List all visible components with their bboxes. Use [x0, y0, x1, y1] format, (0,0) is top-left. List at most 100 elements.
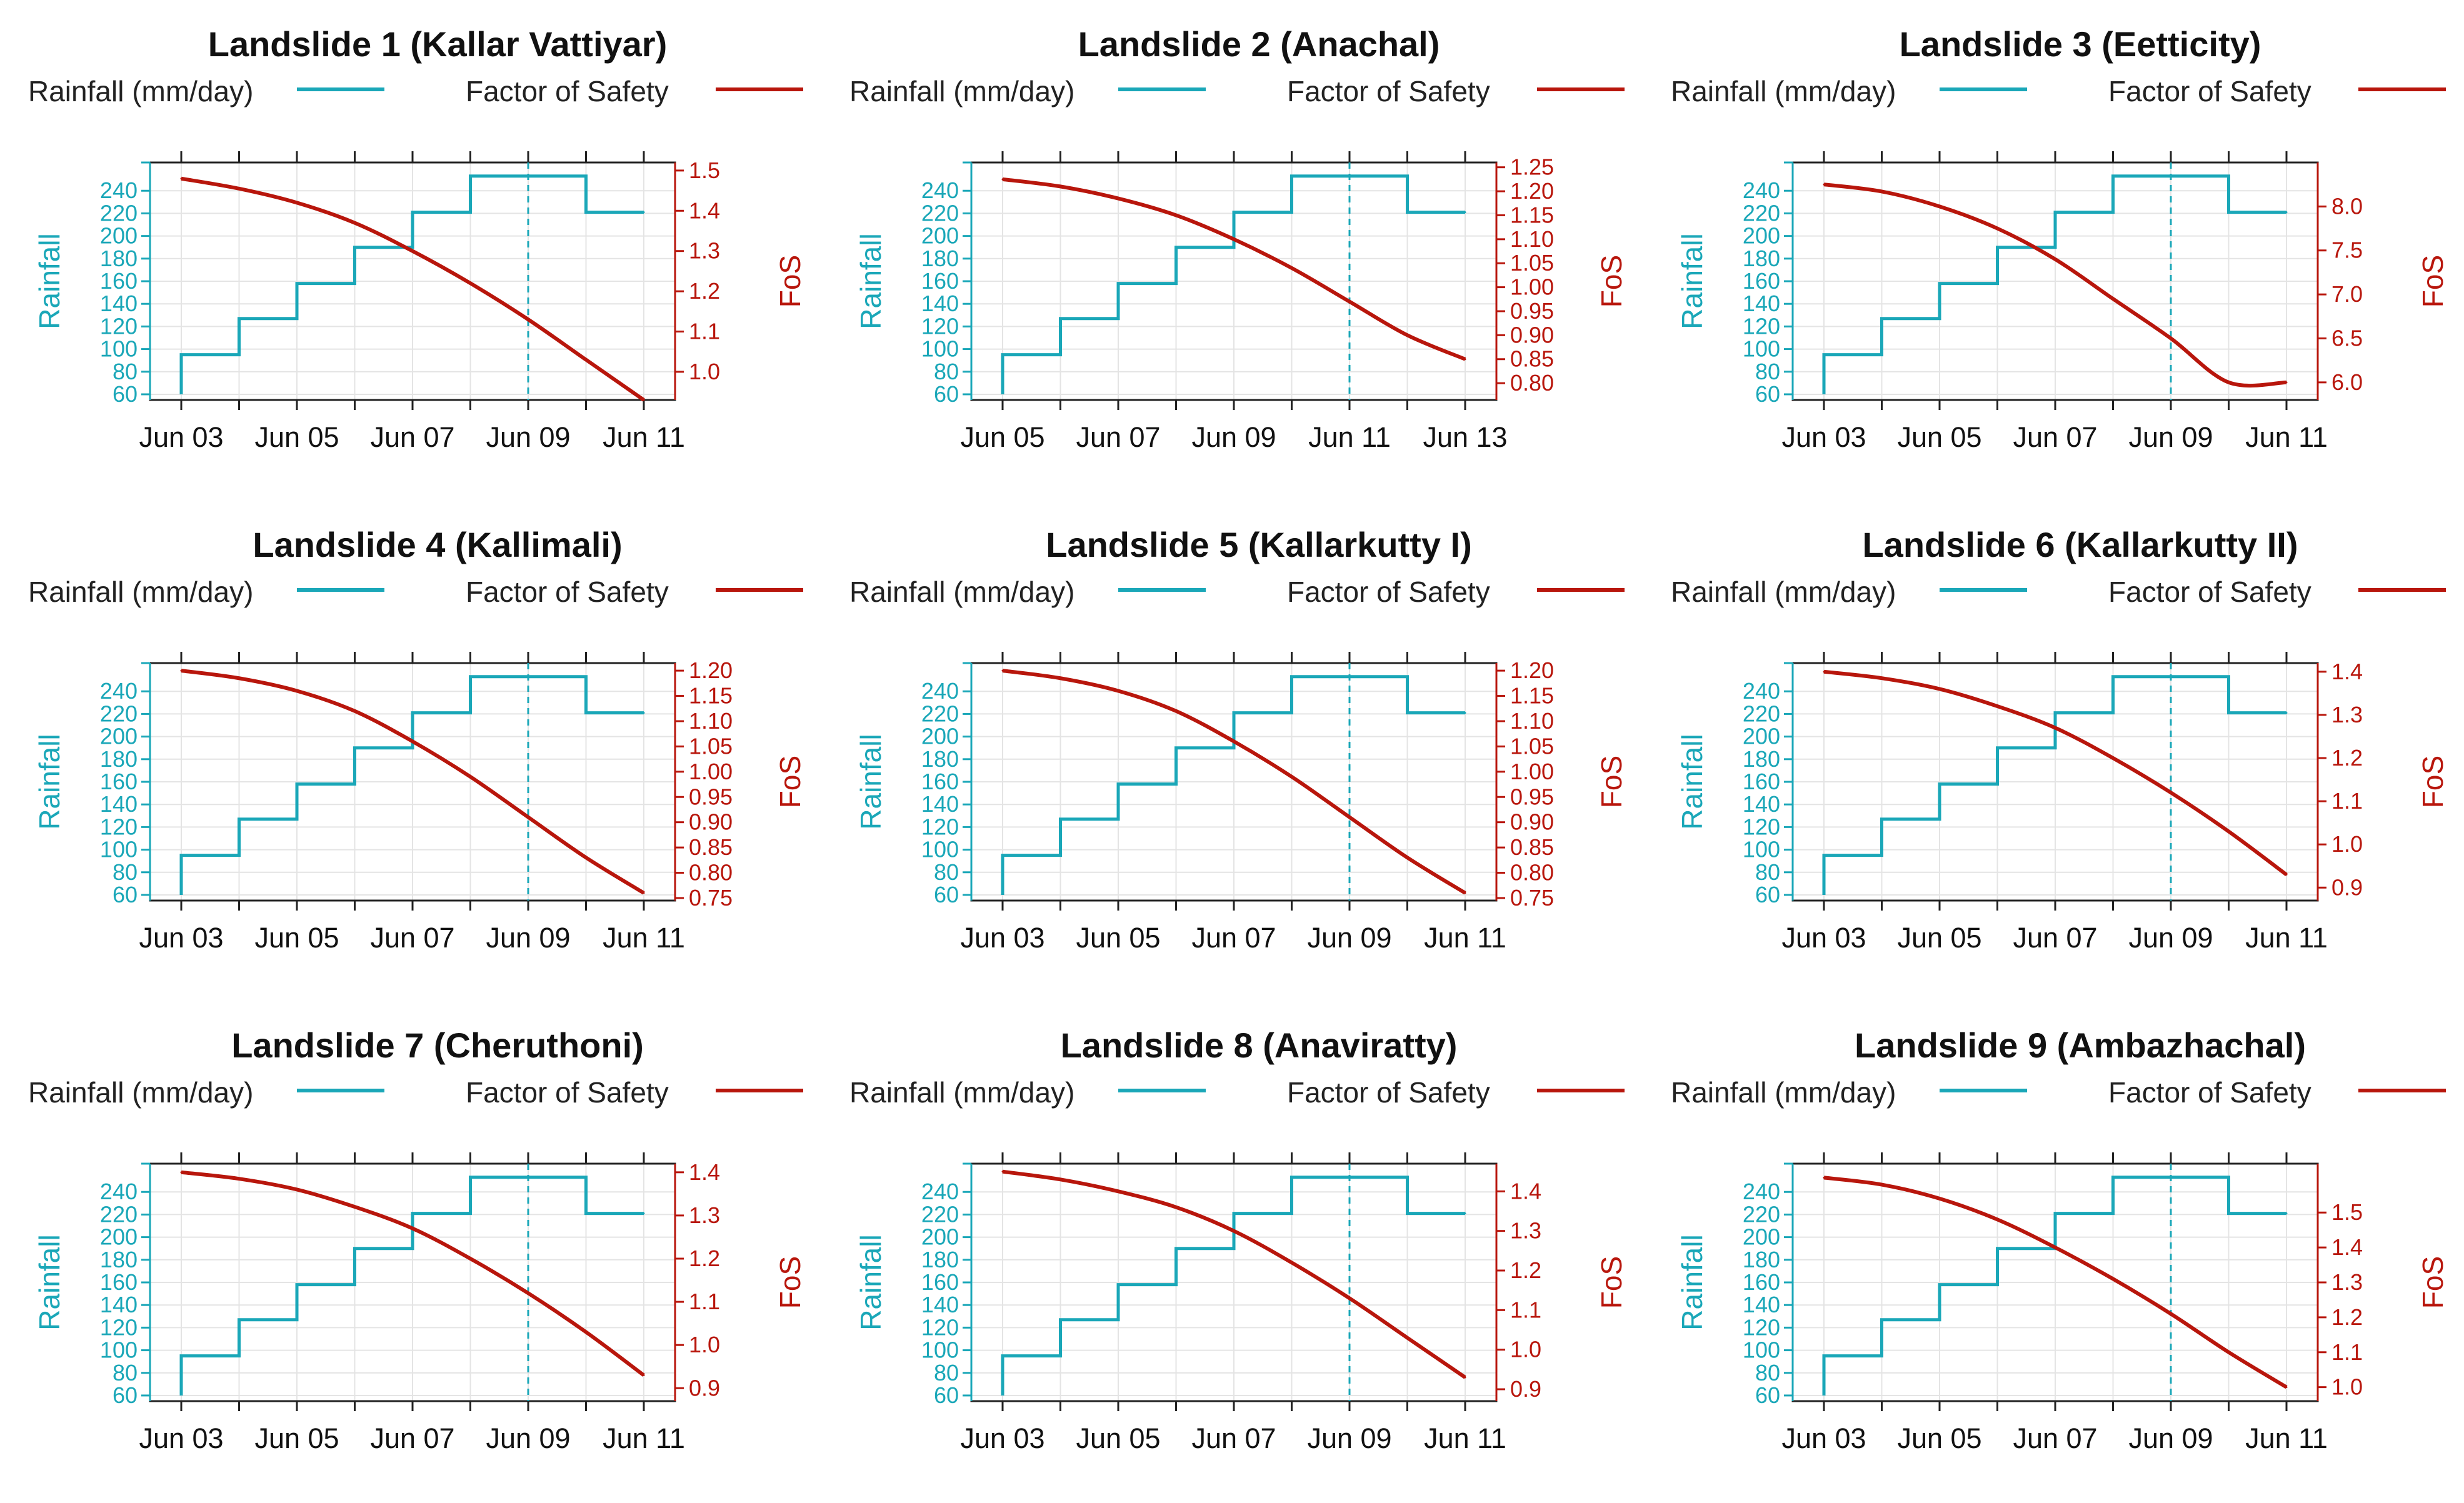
- y-right-tick-label: 1.4: [2331, 659, 2363, 684]
- y-right-axis-title: FoS: [2416, 255, 2449, 307]
- y-right-tick-label: 0.75: [689, 885, 733, 911]
- fos-series-line: [1002, 669, 1466, 895]
- x-tick-label: Jun 07: [1191, 1422, 1276, 1454]
- y-left-tick-label: 220: [921, 1201, 959, 1227]
- legend-rainfall-label: Rainfall (mm/day): [849, 75, 1074, 107]
- y-right-tick-label: 1.3: [1510, 1218, 1541, 1244]
- y-left-tick-label: 180: [100, 246, 138, 271]
- y-right-tick-label: 1.0: [2331, 831, 2363, 857]
- y-right-tick-label: 6.5: [2331, 325, 2363, 351]
- y-left-tick-label: 140: [1743, 791, 1780, 817]
- y-left-tick-label: 240: [1743, 678, 1780, 704]
- y-right-tick-label: 0.75: [1510, 885, 1554, 911]
- rainfall-point: [585, 211, 587, 214]
- rainfall-series-line: [179, 174, 644, 394]
- chart-panel-1: Landslide 1 (Kallar Vattiyar) Rainfall (m…: [28, 24, 806, 453]
- y-left-tick-label: 140: [921, 1292, 959, 1317]
- legend-fos-label: Factor of Safety: [2108, 1076, 2311, 1109]
- y-left-tick-label: 180: [921, 746, 959, 772]
- y-left-tick-label: 240: [921, 1179, 959, 1204]
- fos-point: [2112, 757, 2114, 759]
- rainfall-series-line: [1822, 174, 2286, 394]
- chart-panel-4: Landslide 4 (Kallimali)Rainfall (mm/day)…: [28, 525, 806, 954]
- y-right-tick-label: 1.2: [1510, 1257, 1541, 1283]
- y-right-tick-label: 1.2: [2331, 745, 2363, 771]
- fos-series-line: [1002, 1169, 1466, 1379]
- x-tick-label: Jun 11: [2245, 421, 2328, 453]
- y-right-tick-label: 1.2: [689, 1246, 720, 1271]
- fos-point: [2285, 874, 2288, 876]
- rainfall-series-line: [1001, 675, 1465, 895]
- chart-title: Landslide 8 (Anaviratty): [1061, 1026, 1458, 1065]
- fos-series-line: [1823, 669, 2288, 876]
- rainfall-point: [2285, 211, 2288, 214]
- fos-point: [1938, 1197, 1941, 1200]
- fos-point: [1117, 1190, 1119, 1192]
- rainfall-point: [2228, 1212, 2230, 1215]
- rainfall-point: [238, 1319, 240, 1321]
- y-right-tick-label: 1.05: [1510, 250, 1554, 276]
- rainfall-point: [469, 175, 471, 177]
- rainfall-point: [1059, 1319, 1061, 1321]
- fos-point: [1464, 892, 1466, 894]
- fos-point: [411, 740, 414, 742]
- fos-point: [354, 1206, 356, 1208]
- y-left-tick-label: 120: [921, 814, 959, 839]
- rainfall-point: [2054, 211, 2056, 214]
- fos-point: [1348, 816, 1351, 819]
- chart-title: Landslide 5 (Kallarkutty I): [1046, 525, 1472, 564]
- fos-point: [1406, 856, 1408, 859]
- y-left-axis-title: Rainfall: [854, 1234, 887, 1330]
- rainfall-point: [1348, 175, 1351, 177]
- rainfall-point: [1059, 317, 1061, 320]
- x-tick-label: Jun 03: [1781, 421, 1866, 453]
- y-left-tick-label: 80: [1755, 859, 1780, 885]
- y-left-tick-label: 160: [921, 769, 959, 794]
- y-right-tick-label: 1.2: [2331, 1304, 2363, 1330]
- y-left-tick-label: 200: [100, 223, 138, 249]
- fos-point: [1059, 1178, 1061, 1181]
- y-left-tick-label: 240: [100, 177, 138, 203]
- rainfall-series-line: [1822, 675, 2286, 895]
- y-right-tick-label: 1.10: [1510, 226, 1554, 252]
- x-tick-label: Jun 07: [370, 922, 454, 954]
- rainfall-point: [354, 1247, 356, 1250]
- rainfall-point: [643, 1212, 645, 1215]
- y-left-axis-title: Rainfall: [854, 734, 887, 829]
- y-right-tick-label: 0.95: [1510, 298, 1554, 324]
- y-right-axis-title: FoS: [1595, 1256, 1628, 1309]
- rainfall-point: [2285, 1212, 2288, 1215]
- fos-point: [180, 669, 183, 672]
- fos-point: [1996, 227, 1998, 230]
- y-right-tick-label: 7.0: [2331, 281, 2363, 307]
- y-left-tick-label: 100: [100, 837, 138, 862]
- rainfall-point: [2285, 712, 2288, 714]
- y-left-tick-label: 120: [100, 313, 138, 339]
- legend-fos-label: Factor of Safety: [466, 1076, 669, 1109]
- y-left-tick-label: 220: [100, 200, 138, 226]
- y-right-tick-label: 7.5: [2331, 237, 2363, 263]
- y-left-tick-label: 240: [1743, 177, 1780, 203]
- y-left-tick-label: 200: [921, 223, 959, 249]
- x-tick-label: Jun 13: [1423, 421, 1507, 453]
- fos-point: [2228, 1351, 2230, 1354]
- fos-point: [1059, 677, 1061, 679]
- y-right-tick-label: 1.1: [1510, 1297, 1541, 1322]
- chart-title: Landslide 7 (Cheruthoni): [231, 1026, 644, 1065]
- y-right-tick-label: 1.15: [1510, 202, 1554, 227]
- rainfall-point: [1938, 783, 1941, 786]
- y-right-tick-label: 1.1: [2331, 1339, 2363, 1365]
- y-right-tick-label: 1.1: [689, 1289, 720, 1314]
- rainfall-point: [1175, 1247, 1177, 1250]
- y-left-tick-label: 100: [921, 1337, 959, 1363]
- chart-title: Landslide 9 (Ambazhachal): [1855, 1026, 2306, 1065]
- x-tick-label: Jun 09: [486, 1422, 570, 1454]
- x-tick-label: Jun 11: [603, 421, 685, 453]
- fos-point: [2054, 258, 2056, 261]
- y-right-tick-label: 1.2: [689, 278, 720, 304]
- rainfall-point: [2170, 175, 2172, 177]
- rainfall-point: [296, 282, 298, 285]
- y-left-tick-label: 240: [921, 678, 959, 704]
- y-left-tick-label: 200: [1743, 724, 1780, 749]
- rainfall-point: [2054, 712, 2056, 714]
